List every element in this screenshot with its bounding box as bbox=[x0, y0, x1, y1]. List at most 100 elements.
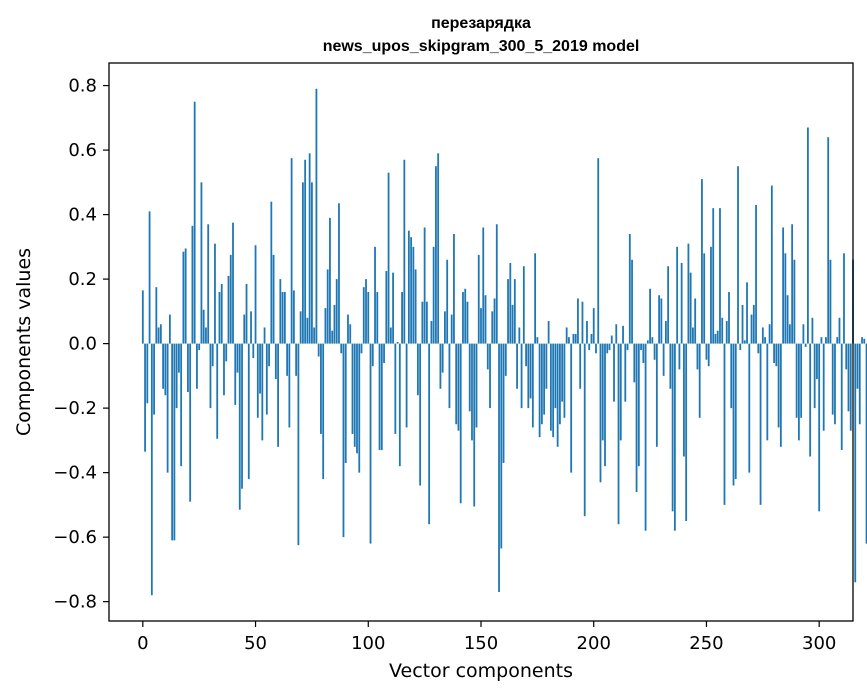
bar bbox=[590, 333, 593, 344]
bar bbox=[554, 343, 557, 409]
bar bbox=[759, 343, 762, 505]
bar bbox=[761, 327, 764, 344]
bar bbox=[849, 343, 852, 431]
bar bbox=[820, 337, 823, 344]
bar bbox=[786, 295, 789, 344]
bar bbox=[311, 182, 313, 344]
bar bbox=[473, 343, 476, 507]
bar bbox=[676, 246, 679, 344]
bar bbox=[651, 337, 654, 344]
bar bbox=[525, 343, 527, 367]
bar bbox=[840, 343, 843, 451]
bar bbox=[572, 333, 575, 344]
bar bbox=[387, 172, 390, 344]
bar bbox=[459, 343, 462, 504]
bar bbox=[141, 290, 144, 344]
bar bbox=[788, 324, 791, 344]
bar bbox=[755, 204, 757, 344]
bar bbox=[791, 224, 794, 344]
bar bbox=[685, 343, 688, 522]
bar bbox=[513, 279, 516, 344]
bar bbox=[225, 343, 228, 362]
bar bbox=[721, 317, 724, 344]
bar bbox=[730, 343, 733, 409]
bar bbox=[626, 343, 629, 351]
bar bbox=[376, 292, 379, 344]
bar bbox=[689, 272, 692, 344]
bar bbox=[669, 343, 672, 389]
bar bbox=[547, 321, 550, 344]
bar bbox=[410, 237, 413, 344]
bar bbox=[680, 262, 683, 344]
bar bbox=[834, 343, 836, 425]
bar bbox=[177, 343, 180, 373]
bar bbox=[563, 343, 566, 418]
bar bbox=[861, 337, 863, 344]
bar bbox=[624, 343, 627, 402]
bar bbox=[741, 304, 744, 344]
bar bbox=[329, 217, 331, 344]
y-tick-label: −0.6 bbox=[53, 527, 97, 548]
bar bbox=[504, 343, 507, 376]
bar bbox=[324, 308, 327, 344]
bar bbox=[723, 343, 726, 505]
bar bbox=[703, 253, 706, 344]
bar bbox=[272, 254, 275, 344]
bar bbox=[471, 343, 473, 441]
y-axis-label: Components values bbox=[13, 248, 35, 436]
bar bbox=[807, 127, 809, 344]
bar bbox=[211, 343, 214, 367]
bar bbox=[660, 298, 663, 344]
bar bbox=[678, 343, 681, 370]
bar bbox=[531, 343, 534, 428]
bar bbox=[378, 343, 381, 451]
bar bbox=[491, 311, 494, 344]
bar bbox=[829, 259, 832, 344]
bar bbox=[644, 343, 647, 531]
bar bbox=[292, 290, 295, 344]
x-tick-label: 200 bbox=[577, 633, 611, 654]
bar bbox=[606, 343, 609, 354]
bar bbox=[768, 324, 771, 344]
bar bbox=[353, 343, 356, 447]
bar bbox=[380, 343, 383, 451]
bar bbox=[655, 343, 658, 447]
bar bbox=[734, 343, 737, 480]
bar bbox=[371, 343, 374, 367]
bar bbox=[628, 233, 631, 344]
bar bbox=[466, 301, 469, 344]
bar bbox=[534, 253, 537, 344]
bar bbox=[822, 343, 825, 431]
bar bbox=[290, 158, 293, 344]
bar bbox=[405, 343, 408, 428]
bar bbox=[800, 343, 803, 418]
bar bbox=[489, 343, 491, 409]
bar bbox=[646, 340, 649, 344]
bar bbox=[664, 321, 667, 344]
bar bbox=[698, 343, 701, 418]
bar bbox=[579, 343, 582, 389]
bar bbox=[335, 279, 338, 344]
bar bbox=[263, 327, 266, 344]
bar bbox=[407, 230, 410, 344]
bar bbox=[746, 282, 748, 344]
bar bbox=[619, 343, 622, 441]
bar bbox=[516, 343, 518, 389]
bar bbox=[180, 343, 183, 467]
bar bbox=[462, 292, 464, 344]
bar bbox=[340, 343, 343, 354]
bar bbox=[347, 314, 349, 344]
bar bbox=[259, 343, 261, 394]
bar bbox=[797, 343, 800, 441]
x-tick-label: 50 bbox=[244, 633, 267, 654]
bar bbox=[153, 343, 155, 415]
bar bbox=[766, 343, 769, 441]
bar bbox=[737, 166, 739, 344]
bar bbox=[148, 211, 151, 344]
bar bbox=[599, 343, 602, 483]
y-tick-label: −0.4 bbox=[53, 463, 97, 484]
bar bbox=[232, 222, 234, 344]
bar bbox=[403, 159, 406, 344]
bar bbox=[743, 340, 746, 344]
